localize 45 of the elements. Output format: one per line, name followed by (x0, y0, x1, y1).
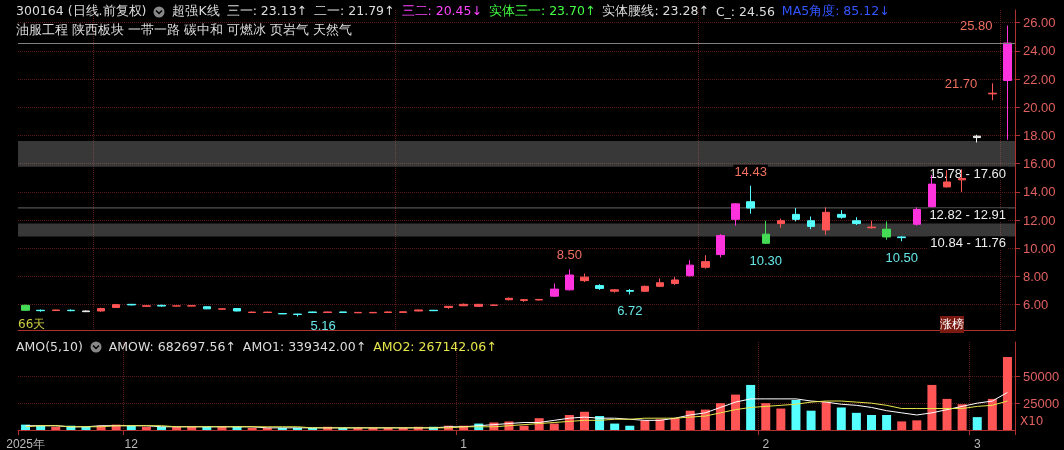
annotation: 66天 (18, 316, 46, 333)
annotation: AMO2: 267142.06↑ (373, 339, 497, 354)
band-label: 10.84 - 11.76 (930, 235, 1006, 251)
annotation: 10.50 (885, 250, 918, 266)
chart-title: 300164 (日线.前复权) (16, 3, 147, 20)
annotation: AMOW: 682697.56↑ (108, 339, 236, 354)
annotation: 10.30 (749, 253, 783, 269)
y-tick-label: 22.00 (1023, 71, 1056, 87)
y-tick-label: 26.00 (1023, 15, 1056, 31)
y-tick-label: 25000 (1023, 395, 1060, 411)
annotation: 涨榜 (940, 316, 964, 333)
y-tick-label: 20.00 (1023, 99, 1056, 115)
y-tick-label: 18.00 (1023, 127, 1056, 143)
text: X10 (1020, 414, 1044, 428)
annotation: 8.50 (556, 247, 583, 263)
y-tick-label: 8.00 (1023, 268, 1049, 284)
annotation: 三二: 20.45↓ (401, 3, 482, 20)
x-tick-label: 1 (460, 437, 468, 450)
y-tick-label: 16.00 (1023, 156, 1056, 172)
annotation: 6.72 (617, 303, 643, 319)
annotation: 25.80 (959, 18, 993, 34)
y-tick-label: 12.00 (1023, 212, 1056, 228)
y-tick-label: 24.00 (1023, 43, 1056, 59)
text: 油服工程 陕西板块 一带一路 碳中和 可燃冰 页岩气 天然气 (16, 22, 352, 39)
x-tick-label: 3 (973, 437, 981, 450)
annotation: 21.70 (944, 75, 978, 91)
y-tick-label: 6.00 (1023, 297, 1049, 313)
chart-title: AMO(5,10) (16, 339, 83, 354)
annotation: 二一: 21.79↑ (314, 3, 395, 20)
annotation: MA5角度: 85.12↓ (781, 3, 890, 20)
annotation: 三一: 23.13↑ (226, 3, 308, 20)
annotation: 实体腰线: 23.28↑ (602, 3, 709, 20)
annotation: 5.16 (310, 317, 336, 333)
y-tick-label: 10.00 (1023, 240, 1056, 256)
x-tick-label: 2 (762, 437, 770, 450)
x-tick-label: 12 (124, 437, 139, 450)
annotation: C_: 24.56 (715, 4, 775, 19)
annotation: 实体三一: 23.70↑ (488, 3, 596, 20)
y-tick-label: 14.00 (1023, 184, 1056, 200)
annotation: 14.43 (734, 163, 767, 179)
annotation: 超强K线 (172, 3, 220, 20)
x-tick-label: 2025年 (6, 437, 45, 450)
band-label: 12.82 - 12.91 (929, 207, 1006, 223)
annotation: AMO1: 339342.00↑ (242, 339, 367, 354)
y-tick-label: 50000 (1023, 368, 1060, 384)
